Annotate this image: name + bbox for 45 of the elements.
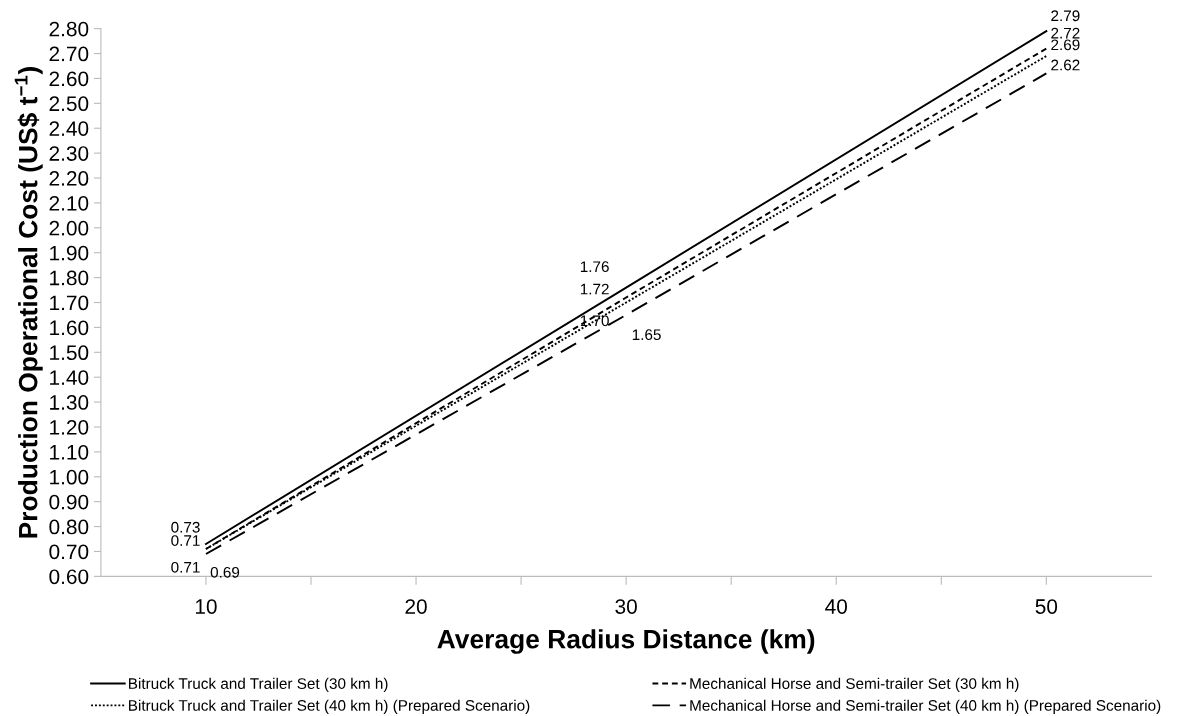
y-tick-label: 2.40 — [49, 121, 89, 136]
data-label: 2.62 — [1051, 59, 1080, 71]
y-tick-label: 1.80 — [50, 270, 89, 286]
y-tick-label: 0.60 — [49, 569, 89, 585]
data-label: 2.79 — [1051, 10, 1080, 22]
data-label: 0.71 — [171, 561, 200, 573]
y-tick-label: 1.00 — [50, 469, 89, 485]
data-label: 0.69 — [210, 566, 240, 578]
y-tick-label: 0.70 — [49, 544, 89, 560]
y-tick-label: 2.30 — [49, 146, 89, 161]
y-tick-label: 2.70 — [49, 46, 89, 62]
legend-label: Mechanical Horse and Semi-trailer Set (30 km h) — [690, 677, 1019, 692]
x-axis-title: Average Radius Distance (km) — [437, 629, 815, 654]
y-tick-label: 1.90 — [50, 245, 89, 261]
data-label: 1.76 — [580, 261, 609, 273]
x-tick-label: 50 — [1035, 599, 1058, 614]
y-tick-label: 1.50 — [50, 345, 89, 361]
legend-label: Bitruck Truck and Trailer Set (30 km h) — [129, 677, 388, 692]
y-tick-label: 1.70 — [50, 295, 89, 311]
data-label: 1.72 — [580, 283, 609, 295]
x-tick-label: 40 — [825, 599, 848, 614]
y-tick-label: 2.20 — [49, 171, 89, 186]
y-tick-label: 1.20 — [50, 420, 89, 435]
data-label: 2.69 — [1051, 39, 1080, 51]
y-tick-label: 1.60 — [50, 320, 89, 336]
data-label: 0.73 — [171, 521, 200, 533]
data-label: 2.72 — [1051, 27, 1080, 39]
y-tick-label: 2.50 — [49, 96, 89, 112]
y-tick-label: 1.40 — [50, 370, 89, 385]
y-tick-label: 2.00 — [49, 220, 89, 236]
x-tick-label: 20 — [405, 599, 427, 614]
legend-label: Mechanical Horse and Semi-trailer Set (40 km h) (Prepared Scenario) — [690, 699, 1161, 714]
data-label: 1.65 — [632, 329, 661, 341]
x-tick-label: 10 — [195, 599, 217, 614]
x-tick-label: 30 — [615, 599, 637, 614]
y-axis-title: Production Operational Cost (US$ t$^{−1}$) — [14, 67, 43, 538]
y-tick-label: 0.90 — [49, 494, 89, 510]
y-tick-label: 1.10 — [50, 444, 89, 460]
data-label: 0.71 — [171, 535, 200, 546]
y-tick-label: 2.60 — [49, 71, 89, 87]
legend-label: Bitruck Truck and Trailer Set (40 km h) (Prepared Scenario) — [129, 699, 530, 714]
y-tick-label: 0.80 — [49, 519, 89, 535]
y-tick-label: 1.30 — [50, 395, 89, 410]
y-tick-label: 2.10 — [49, 195, 89, 211]
y-tick-label: 2.80 — [49, 21, 89, 37]
